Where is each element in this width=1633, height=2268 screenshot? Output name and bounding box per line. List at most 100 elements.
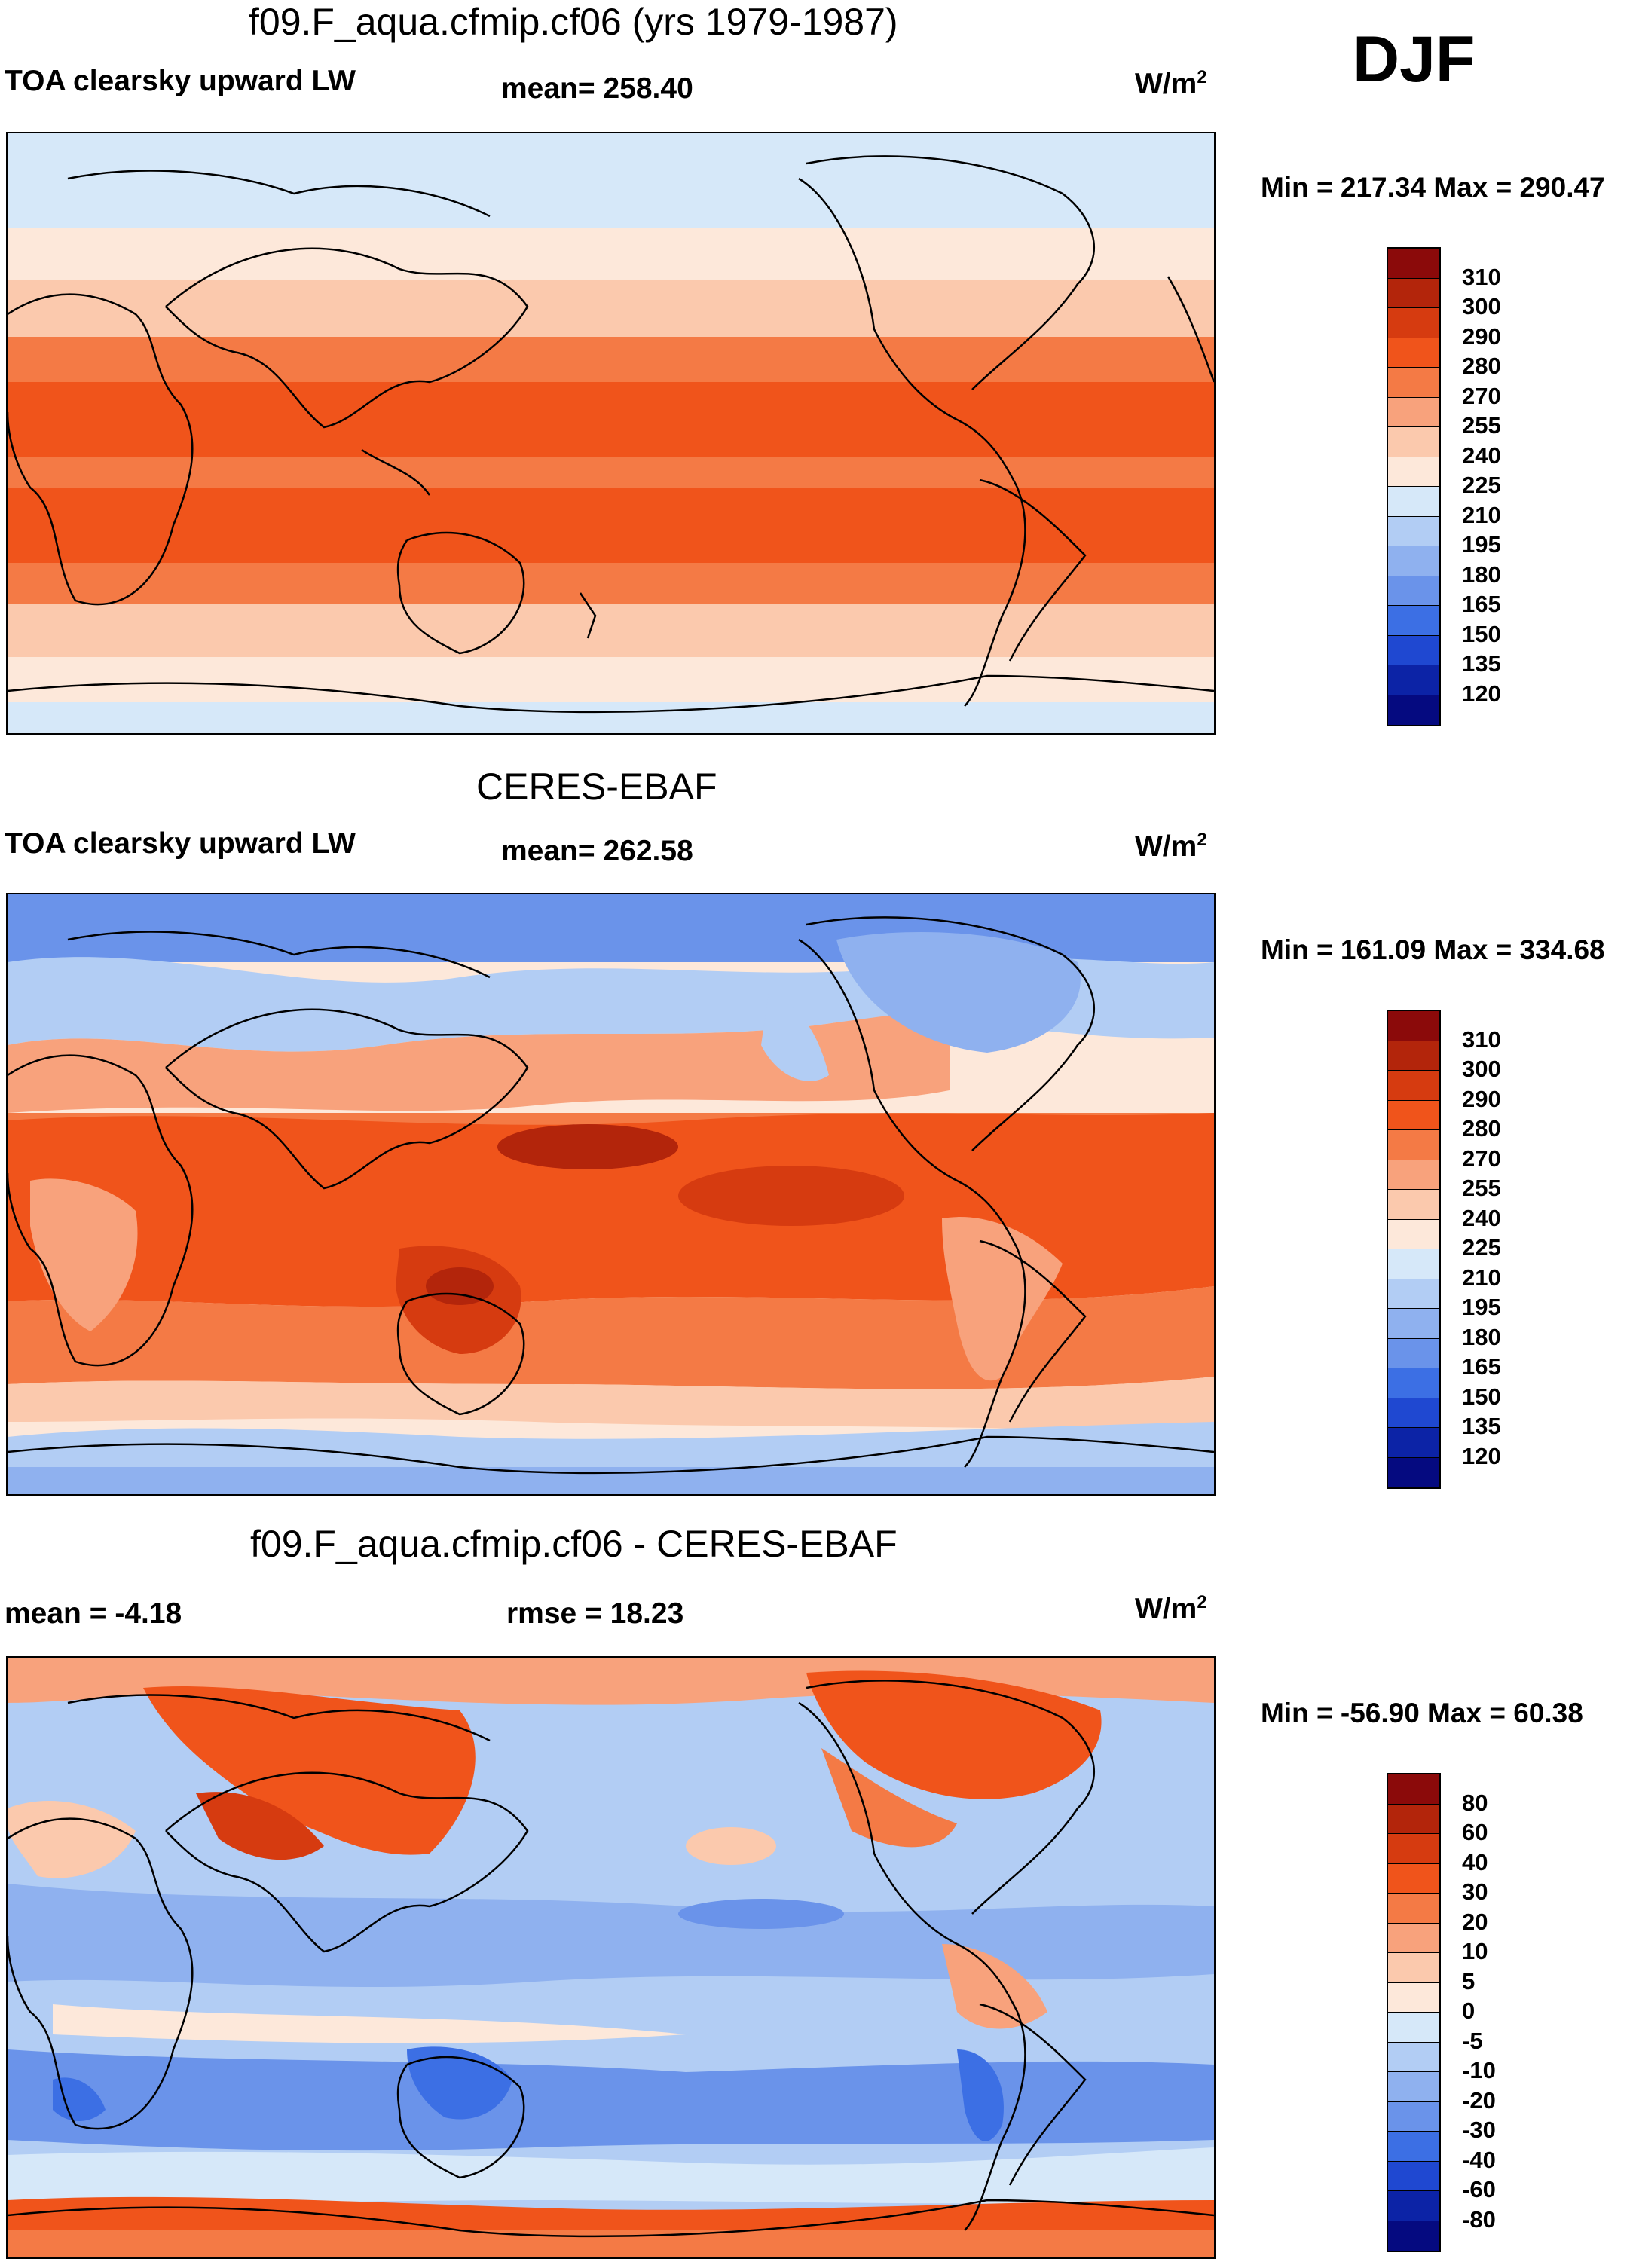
diff-south-blue xyxy=(8,2049,1214,2151)
colorbar-tick-label: 210 xyxy=(1462,501,1501,528)
colorbar-cell xyxy=(1388,576,1439,606)
obs-africa xyxy=(30,1178,138,1331)
colorbar-tick-label: -20 xyxy=(1462,2086,1496,2114)
colorbar-tick-label: -60 xyxy=(1462,2176,1496,2202)
colorbar-cell xyxy=(1388,1130,1439,1160)
colorbar-cell xyxy=(1388,1368,1439,1398)
colorbar-tick-label: 165 xyxy=(1462,591,1501,617)
colorbar-cell xyxy=(1388,2191,1439,2221)
colorbar-tick-label: 280 xyxy=(1462,353,1501,379)
panel2-title: CERES-EBAF xyxy=(476,766,717,808)
colorbar-cell xyxy=(1388,516,1439,546)
colorbar-tick-label: 240 xyxy=(1462,442,1501,469)
diff-tropics-blue xyxy=(8,1884,1214,1988)
band-equator xyxy=(8,457,1214,488)
panel2-mean: mean= 262.58 xyxy=(501,835,693,867)
panel2-map xyxy=(6,893,1216,1496)
colorbar-tick-label: 225 xyxy=(1462,1234,1501,1261)
panel3-map xyxy=(6,1656,1216,2259)
colorbar-cell xyxy=(1388,695,1439,725)
panel2-colorbar-box xyxy=(1387,1010,1441,1489)
colorbar-tick-label: 270 xyxy=(1462,1145,1501,1172)
obs-tropical-band xyxy=(8,1113,1214,1307)
colorbar-tick-label: 300 xyxy=(1462,1056,1501,1082)
colorbar-cell xyxy=(1388,2101,1439,2132)
colorbar-tick-label: 255 xyxy=(1462,412,1501,439)
colorbar-tick-label: 80 xyxy=(1462,1789,1488,1816)
panel3-colorbar-box xyxy=(1387,1773,1441,2252)
colorbar-tick-label: 240 xyxy=(1462,1204,1501,1231)
colorbar-cell xyxy=(1388,1160,1439,1190)
colorbar-cell xyxy=(1388,487,1439,517)
colorbar-tick-label: 290 xyxy=(1462,1085,1501,1112)
obs-coastlines xyxy=(8,916,1214,1475)
colorbar-cell xyxy=(1388,2132,1439,2162)
colorbar-cell xyxy=(1388,1953,1439,1983)
panel3-map-svg xyxy=(8,1658,1214,2257)
colorbar-cell xyxy=(1388,338,1439,368)
colorbar-cell xyxy=(1388,1100,1439,1130)
colorbar-cell xyxy=(1388,2072,1439,2102)
band-polar-south xyxy=(8,702,1214,733)
colorbar-cell xyxy=(1388,2161,1439,2191)
colorbar-cell xyxy=(1388,308,1439,338)
colorbar-tick-label: 150 xyxy=(1462,1383,1501,1410)
band-tropics-south xyxy=(8,488,1214,563)
obs-south-america xyxy=(942,1217,1063,1381)
panel1-map xyxy=(6,132,1216,735)
panel2-map-svg xyxy=(8,894,1214,1494)
colorbar-tick-label: 300 xyxy=(1462,293,1501,319)
band-45s xyxy=(8,604,1214,657)
colorbar-tick-label: 30 xyxy=(1462,1878,1488,1905)
colorbar-tick-label: 270 xyxy=(1462,382,1501,409)
band-45n xyxy=(8,280,1214,337)
colorbar-cell xyxy=(1388,1774,1439,1805)
panel2-units: W/m2 xyxy=(1135,830,1207,863)
colorbar-cell xyxy=(1388,2042,1439,2072)
colorbar-tick-label: 180 xyxy=(1462,1323,1501,1350)
colorbar-tick-label: 10 xyxy=(1462,1938,1488,1964)
colorbar-cell xyxy=(1388,1279,1439,1309)
panel1-minmax: Min = 217.34 Max = 290.47 xyxy=(1261,172,1605,203)
colorbar-cell xyxy=(1388,635,1439,665)
colorbar-tick-label: 120 xyxy=(1462,680,1501,707)
panel1-colorbar-box xyxy=(1387,247,1441,726)
colorbar-cell xyxy=(1388,2013,1439,2043)
colorbar-tick-label: 225 xyxy=(1462,472,1501,498)
colorbar-cell xyxy=(1388,1894,1439,1924)
panel1-mean: mean= 258.40 xyxy=(501,72,693,105)
coastlines xyxy=(8,155,1214,714)
colorbar-cell xyxy=(1388,1190,1439,1220)
panel1-variable: TOA clearsky upward LW xyxy=(5,65,356,97)
colorbar-cell xyxy=(1388,1338,1439,1368)
obs-warm-pool xyxy=(497,1124,678,1169)
colorbar-cell xyxy=(1388,457,1439,487)
band-30s xyxy=(8,563,1214,604)
colorbar-cell xyxy=(1388,397,1439,427)
colorbar-tick-label: 20 xyxy=(1462,1908,1488,1935)
colorbar-cell xyxy=(1388,1804,1439,1834)
colorbar-cell xyxy=(1388,368,1439,398)
panel2-variable: TOA clearsky upward LW xyxy=(5,827,356,860)
colorbar-tick-label: 180 xyxy=(1462,561,1501,588)
colorbar-tick-label: -80 xyxy=(1462,2205,1496,2233)
colorbar-tick-label: 135 xyxy=(1462,650,1501,677)
diff-coastlines xyxy=(8,1680,1214,2238)
colorbar-tick-label: 290 xyxy=(1462,322,1501,350)
colorbar-cell xyxy=(1388,1428,1439,1458)
panel2-colorbar xyxy=(1387,1010,1441,1489)
colorbar-tick-label: 210 xyxy=(1462,1264,1501,1291)
colorbar-cell xyxy=(1388,1923,1439,1953)
colorbar-cell xyxy=(1388,1398,1439,1428)
colorbar-tick-label: 195 xyxy=(1462,1294,1501,1320)
colorbar-tick-label: -30 xyxy=(1462,2117,1496,2143)
colorbar-tick-label: 60 xyxy=(1462,1819,1488,1845)
colorbar-tick-label: 5 xyxy=(1462,1967,1476,1994)
panel3-colorbar xyxy=(1387,1773,1441,2252)
obs-north-mid xyxy=(8,1007,950,1113)
colorbar-cell xyxy=(1388,427,1439,457)
colorbar-tick-label: 310 xyxy=(1462,263,1501,290)
colorbar-cell xyxy=(1388,2221,1439,2251)
panel1-colorbar xyxy=(1387,247,1441,726)
colorbar-cell xyxy=(1388,1041,1439,1071)
